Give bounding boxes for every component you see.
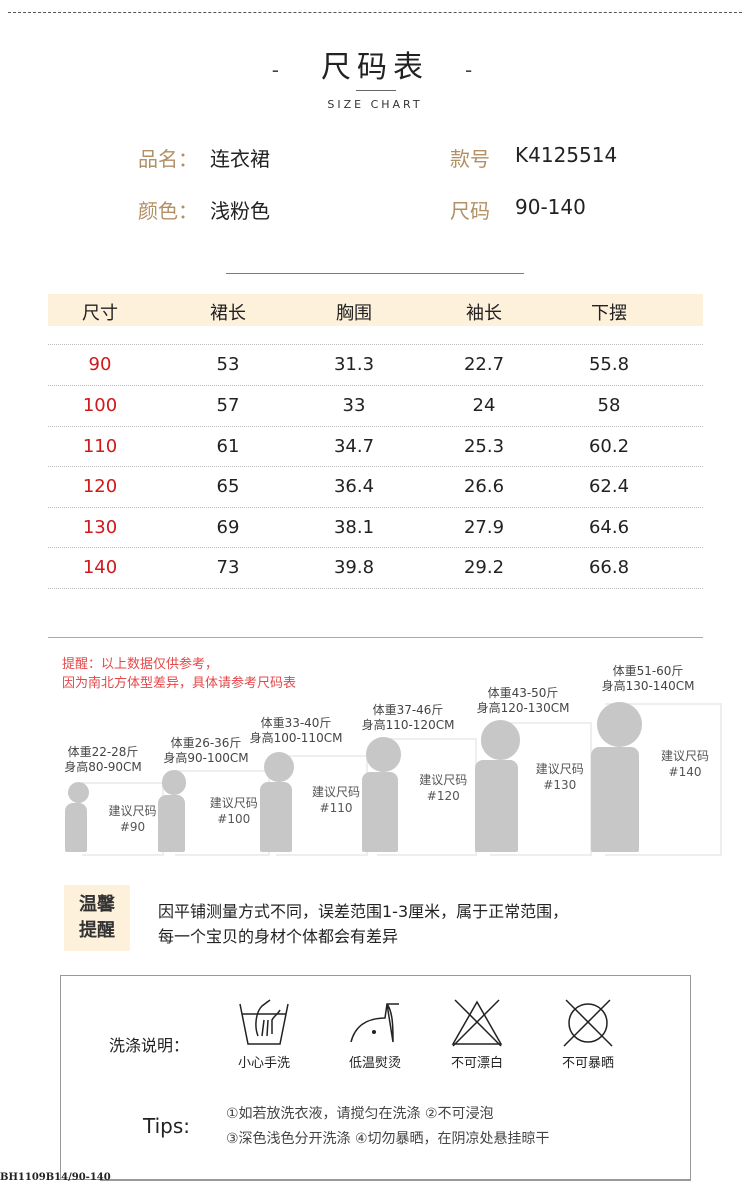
value-cell: 29.2	[463, 557, 505, 578]
column-header: 尺寸	[82, 303, 118, 324]
child-silhouette-head	[67, 782, 89, 803]
name-label: 品名：	[138, 147, 198, 171]
kid-weight-height: 体重37-46斤 身高110-120CM	[361, 703, 455, 732]
size-cell: 130	[82, 517, 118, 538]
child-silhouette-head	[264, 752, 294, 782]
kid-frame	[605, 703, 722, 856]
value-cell: 22.7	[463, 354, 505, 375]
value-cell: 27.9	[463, 517, 505, 538]
style-label: 款号	[450, 147, 490, 171]
child-silhouette-head	[480, 720, 521, 760]
table-bottom-divider	[48, 637, 703, 638]
warm-reminder-badge: 温馨 提醒	[64, 885, 130, 951]
size-cell: 120	[82, 476, 118, 497]
value-cell: 57	[216, 395, 240, 416]
column-header: 下摆	[591, 303, 627, 324]
child-silhouette-body	[591, 747, 639, 852]
no-sun-dry-icon	[563, 999, 613, 1047]
size-cell: 100	[82, 395, 118, 416]
value-cell: 69	[216, 517, 240, 538]
size-cell: 110	[82, 436, 118, 457]
low-iron-icon	[350, 1003, 399, 1043]
value-cell: 55.8	[588, 354, 630, 375]
style-value: K4125514	[515, 143, 618, 167]
child-silhouette-head	[161, 770, 187, 795]
product-code: BH1109B14/90-140	[0, 1172, 111, 1183]
table-header: 尺寸 裙长 胸围 袖长 下摆	[48, 294, 703, 326]
kid-weight-height: 体重33-40斤 身高100-110CM	[249, 716, 343, 745]
value-cell: 24	[472, 395, 496, 416]
child-silhouette-head	[597, 702, 642, 747]
low-iron: 低温熨烫	[325, 998, 425, 1071]
no-sun-dry: 不可暴晒	[538, 998, 638, 1071]
table-row: 100 57 33 24 58	[48, 385, 703, 426]
value-cell: 26.6	[463, 476, 505, 497]
table-row: 120 65 36.4 26.6 62.4	[48, 466, 703, 507]
color-value: 浅粉色	[210, 199, 270, 223]
reminder-note: 提醒：以上数据仅供参考， 因为南北方体型差异，具体请参考尺码表	[62, 657, 297, 691]
hand-wash-icon	[239, 999, 289, 1045]
top-dashed-divider	[8, 12, 742, 13]
tips-label: Tips:	[143, 1114, 191, 1138]
child-silhouette-body	[361, 771, 399, 852]
suggested-size: 建议尺码 #100	[209, 795, 258, 826]
title-underline	[356, 90, 396, 91]
suggested-size: 建议尺码 #140	[660, 748, 709, 779]
value-cell: 53	[216, 354, 240, 375]
child-silhouette-body	[475, 759, 518, 852]
child-silhouette-body	[64, 803, 88, 852]
tips-text: ①如若放洗衣液，请搅匀在洗涤 ②不可浸泡 ③深色浅色分开洗涤 ④切勿暴晒，在阴凉处…	[226, 1106, 550, 1147]
value-cell: 39.8	[333, 557, 375, 578]
kid-weight-height: 体重51-60斤 身高130-140CM	[601, 664, 695, 693]
no-bleach-icon	[451, 999, 503, 1047]
color-label: 颜色：	[138, 199, 198, 223]
value-cell: 61	[216, 436, 240, 457]
value-cell: 33	[342, 395, 366, 416]
size-value: 90-140	[515, 195, 586, 219]
suggested-size: 建议尺码 #90	[108, 804, 157, 834]
page-subtitle: SIZE CHART	[327, 98, 423, 111]
value-cell: 25.3	[463, 436, 505, 457]
value-cell: 34.7	[333, 436, 375, 457]
suggested-size: 建议尺码 #130	[535, 762, 584, 792]
table-row: 130 69 38.1 27.9 64.6	[48, 507, 703, 548]
hand-wash: 小心手洗	[214, 998, 314, 1071]
kid-weight-height: 体重22-28斤 身高80-90CM	[64, 745, 142, 774]
table-row: 110 61 34.7 25.3 60.2	[48, 426, 703, 467]
value-cell: 62.4	[588, 476, 630, 497]
size-label: 尺码	[450, 199, 490, 223]
column-header: 胸围	[336, 303, 372, 324]
value-cell: 66.8	[588, 557, 630, 578]
suggested-size: 建议尺码 #110	[311, 785, 360, 816]
no-bleach: 不可漂白	[427, 998, 527, 1071]
value-cell: 38.1	[333, 517, 375, 538]
value-cell: 73	[216, 557, 240, 578]
value-cell: 36.4	[333, 476, 375, 497]
suggested-size: 建议尺码 #120	[419, 773, 468, 804]
washing-label: 洗涤说明：	[109, 1036, 190, 1055]
column-header: 裙长	[210, 303, 246, 324]
child-silhouette-head	[366, 737, 401, 772]
footer-line	[100, 1180, 691, 1181]
child-silhouette-body	[260, 782, 292, 852]
value-cell: 60.2	[588, 436, 630, 457]
value-cell: 31.3	[333, 354, 375, 375]
kid-weight-height: 体重26-36斤 身高90-100CM	[163, 736, 249, 765]
value-cell: 64.6	[588, 517, 630, 538]
value-cell: 58	[597, 395, 621, 416]
section-divider	[226, 273, 524, 274]
kid-weight-height: 体重43-50斤 身高120-130CM	[476, 686, 570, 715]
name-value: 连衣裙	[210, 147, 270, 171]
table-row: 140 73 39.8 29.2 66.8	[48, 547, 703, 589]
value-cell: 65	[216, 476, 240, 497]
child-silhouette-body	[158, 794, 185, 852]
table-row: 90 53 31.3 22.7 55.8	[48, 344, 703, 385]
warm-reminder-text: 因平铺测量方式不同，误差范围1-3厘米，属于正常范围， 每一个宝贝的身材个体都会有…	[158, 902, 569, 946]
page-title: - 尺码表 -	[271, 50, 479, 85]
size-cell: 90	[88, 354, 112, 375]
column-header: 袖长	[466, 303, 502, 324]
washing-instructions-box: 洗涤说明： 小心手洗 低温熨烫 不可漂白 不可暴晒	[60, 975, 691, 1180]
size-cell: 140	[82, 557, 118, 578]
